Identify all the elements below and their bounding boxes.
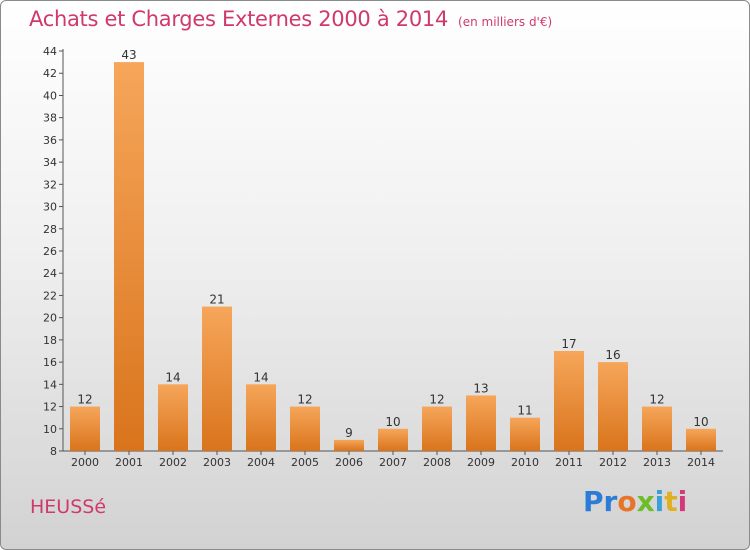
x-tick-label: 2013 bbox=[643, 456, 671, 469]
x-tick-label: 2011 bbox=[555, 456, 583, 469]
bar bbox=[510, 417, 540, 451]
bar-value-label: 17 bbox=[561, 337, 576, 351]
y-tick-label: 24 bbox=[43, 267, 57, 280]
y-tick-label: 18 bbox=[43, 334, 57, 347]
x-tick-label: 2008 bbox=[423, 456, 451, 469]
bar bbox=[114, 62, 144, 451]
bar bbox=[246, 384, 276, 451]
bar bbox=[70, 406, 100, 451]
y-tick-label: 42 bbox=[43, 67, 57, 80]
logo-part: o bbox=[617, 485, 637, 518]
x-tick-label: 2007 bbox=[379, 456, 407, 469]
bar bbox=[422, 406, 452, 451]
bar bbox=[290, 406, 320, 451]
x-tick-label: 2001 bbox=[115, 456, 143, 469]
bar-value-label: 12 bbox=[649, 393, 664, 407]
y-tick-label: 20 bbox=[43, 312, 57, 325]
logo-part: Pr bbox=[583, 485, 618, 518]
bar bbox=[466, 395, 496, 451]
bar-value-label: 21 bbox=[209, 293, 224, 307]
y-tick-label: 44 bbox=[43, 45, 57, 58]
bar-value-label: 10 bbox=[385, 415, 400, 429]
y-tick-label: 14 bbox=[43, 378, 57, 391]
bar bbox=[334, 439, 364, 451]
y-tick-label: 12 bbox=[43, 401, 57, 414]
logo-part: x bbox=[636, 485, 655, 518]
y-tick-label: 28 bbox=[43, 223, 57, 236]
bar-value-label: 10 bbox=[693, 415, 708, 429]
bar-value-label: 12 bbox=[429, 393, 444, 407]
y-tick-label: 26 bbox=[43, 245, 57, 258]
x-tick-label: 2004 bbox=[247, 456, 275, 469]
location-label: HEUSSé bbox=[30, 496, 107, 518]
y-tick-label: 36 bbox=[43, 134, 57, 147]
y-tick-label: 40 bbox=[43, 89, 57, 102]
x-tick-label: 2014 bbox=[687, 456, 715, 469]
logo-part: t bbox=[664, 485, 678, 518]
bar bbox=[378, 428, 408, 451]
y-tick-label: 32 bbox=[43, 178, 57, 191]
bar-value-label: 14 bbox=[165, 370, 180, 384]
chart-subtitle: (en milliers d'€) bbox=[458, 15, 553, 29]
y-tick-label: 34 bbox=[43, 156, 57, 169]
bar-value-label: 11 bbox=[517, 404, 532, 418]
bar-value-label: 12 bbox=[297, 393, 312, 407]
bar-value-label: 12 bbox=[77, 393, 92, 407]
bar bbox=[598, 362, 628, 451]
x-tick-label: 2010 bbox=[511, 456, 539, 469]
y-tick-label: 22 bbox=[43, 289, 57, 302]
x-tick-label: 2012 bbox=[599, 456, 627, 469]
x-tick-label: 2006 bbox=[335, 456, 363, 469]
chart-title-text: Achats et Charges Externes 2000 à 2014 bbox=[29, 7, 449, 31]
y-tick-label: 16 bbox=[43, 356, 57, 369]
y-tick-label: 10 bbox=[43, 423, 57, 436]
chart-title: Achats et Charges Externes 2000 à 2014 (e… bbox=[29, 7, 552, 31]
bar-value-label: 43 bbox=[121, 48, 136, 62]
logo-part: i bbox=[677, 485, 688, 518]
logo-part: i bbox=[654, 485, 665, 518]
x-tick-label: 2005 bbox=[291, 456, 319, 469]
bar bbox=[158, 384, 188, 451]
bar bbox=[202, 306, 232, 451]
bar-value-label: 14 bbox=[253, 370, 268, 384]
bar bbox=[642, 406, 672, 451]
bar-value-label: 13 bbox=[473, 381, 488, 395]
bar-value-label: 9 bbox=[345, 426, 353, 440]
x-tick-label: 2000 bbox=[71, 456, 99, 469]
bar bbox=[554, 351, 584, 451]
x-tick-label: 2003 bbox=[203, 456, 231, 469]
bar bbox=[686, 428, 716, 451]
proxiti-logo: Proxiti bbox=[583, 485, 687, 518]
x-tick-label: 2002 bbox=[159, 456, 187, 469]
y-tick-label: 8 bbox=[50, 445, 57, 458]
y-tick-label: 38 bbox=[43, 112, 57, 125]
x-tick-label: 2009 bbox=[467, 456, 495, 469]
y-tick-label: 30 bbox=[43, 201, 57, 214]
bar-value-label: 16 bbox=[605, 348, 620, 362]
